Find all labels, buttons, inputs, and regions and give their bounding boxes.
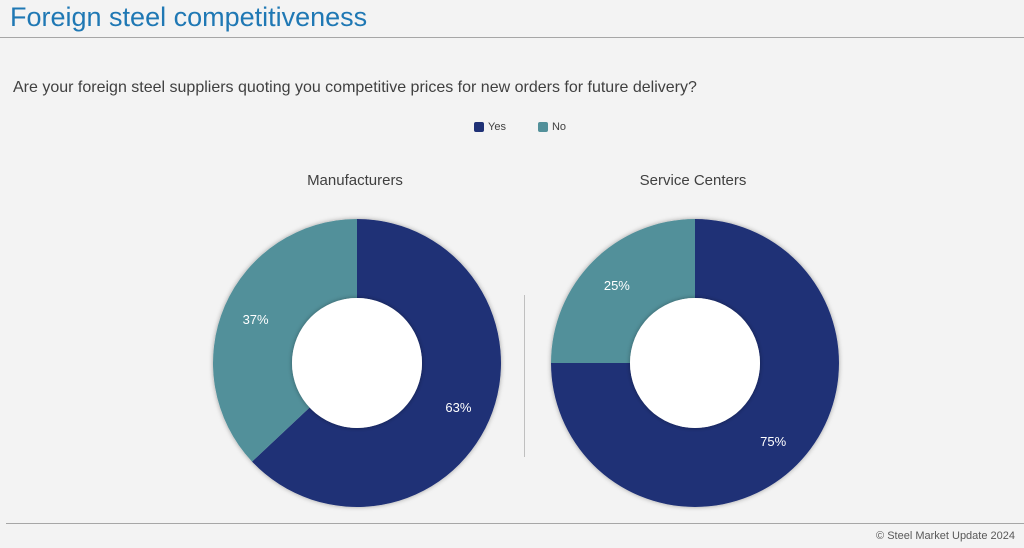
legend-item-yes: Yes (474, 121, 506, 133)
service-centers-slice-yes (551, 219, 839, 507)
manufacturers-slice-no (213, 219, 357, 462)
chart-divider (524, 295, 525, 457)
page-title: Foreign steel competitiveness (10, 2, 368, 32)
legend-swatch-yes (474, 122, 484, 132)
legend-label-no: No (551, 121, 567, 133)
service-centers-hole (630, 298, 760, 428)
manufacturers-donut: 63% 37% (213, 219, 502, 507)
manufacturers-hole (292, 298, 422, 428)
manufacturers-chart-title: Manufacturers (307, 172, 403, 189)
service-centers-label-yes: 75% (760, 434, 786, 449)
manufacturers-slice-yes (252, 219, 502, 507)
legend-label-yes: Yes (488, 121, 506, 133)
service-centers-donut: 75% 25% (551, 219, 839, 507)
service-centers-chart-title: Service Centers (639, 172, 747, 189)
legend-item-no: No (537, 121, 567, 133)
title-divider (0, 37, 1024, 38)
footer-divider (6, 523, 1024, 524)
legend-swatch-no (537, 122, 548, 132)
service-centers-label-no: 25% (604, 278, 630, 293)
service-centers-slice-no (551, 219, 695, 363)
manufacturers-label-yes: 63% (445, 400, 471, 415)
chart-legend: Yes No (474, 121, 566, 133)
copyright-footer: © Steel Market Update 2024 (876, 530, 1015, 542)
survey-question: Are your foreign steel suppliers quoting… (13, 79, 697, 96)
manufacturers-label-no: 37% (243, 312, 269, 327)
